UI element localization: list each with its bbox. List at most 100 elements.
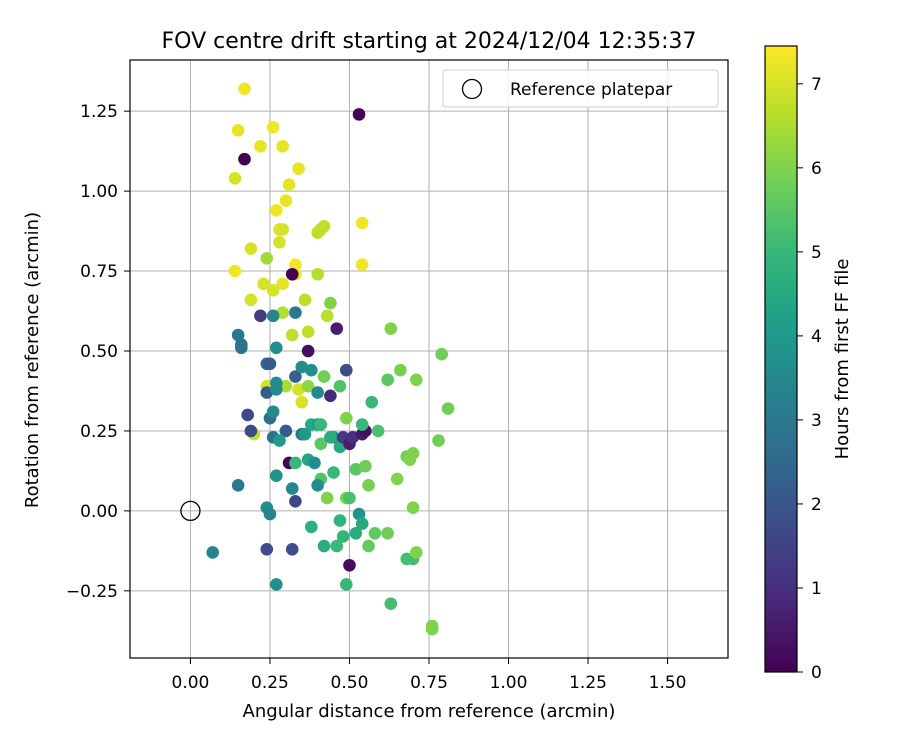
y-tick-label: 0.75 — [80, 262, 118, 282]
data-point — [343, 491, 356, 505]
data-point — [279, 424, 293, 438]
data-point — [298, 427, 312, 441]
data-point — [403, 453, 417, 467]
data-point — [289, 456, 302, 470]
data-point — [317, 219, 331, 233]
data-point — [276, 140, 289, 153]
legend-marker — [461, 78, 483, 100]
data-point — [238, 82, 251, 96]
data-point — [295, 395, 309, 409]
data-point — [425, 622, 439, 636]
data-point — [394, 363, 407, 377]
data-point — [384, 322, 398, 335]
data-point — [352, 507, 366, 521]
y-tick-label: 0.00 — [80, 502, 118, 522]
data-point — [333, 514, 347, 527]
data-point — [324, 431, 337, 444]
data-point — [305, 363, 318, 377]
data-point — [333, 440, 347, 454]
data-point — [260, 251, 274, 265]
data-point — [292, 383, 305, 396]
y-tick-label: 0.50 — [80, 342, 118, 362]
data-point — [266, 283, 280, 297]
reference-marker — [180, 500, 201, 522]
data-point — [355, 258, 369, 271]
data-point — [409, 546, 423, 559]
x-tick-label: 1.25 — [569, 673, 607, 693]
data-point — [241, 408, 254, 422]
data-point — [355, 517, 369, 530]
legend-label: Reference platepar — [510, 80, 672, 100]
data-point — [409, 373, 423, 387]
plot-area: 0.00 0.25 0.50 0.75 1.00 1.25 1.50 −0.25 0.00 0.2… — [66, 59, 729, 693]
data-point — [292, 162, 305, 176]
data-point — [263, 357, 277, 371]
data-point — [320, 491, 334, 505]
data-points — [206, 82, 455, 636]
x-tick-label: 0.25 — [251, 673, 289, 693]
data-point — [314, 437, 328, 451]
data-point — [254, 309, 267, 323]
data-point — [270, 341, 283, 355]
data-point — [343, 558, 356, 572]
colorbar-tick-label: 0 — [811, 663, 822, 683]
data-point — [390, 472, 404, 486]
colorbar-label: Hours from first FF file — [832, 259, 853, 460]
data-point — [289, 306, 302, 319]
colorbar-tick-label: 6 — [811, 159, 822, 179]
data-point — [330, 322, 344, 335]
data-point — [270, 578, 283, 591]
data-point — [381, 373, 394, 387]
colorbar-tick-label: 2 — [811, 495, 822, 515]
data-point — [257, 277, 270, 291]
data-point — [339, 578, 353, 591]
data-point — [276, 306, 289, 319]
data-point — [333, 379, 347, 393]
data-point — [228, 264, 242, 278]
data-point — [206, 546, 220, 559]
data-point — [276, 223, 289, 236]
data-point — [368, 526, 382, 540]
colorbar-tick-label: 5 — [811, 243, 822, 263]
data-point — [381, 526, 394, 540]
colorbar-gradient — [764, 45, 798, 673]
data-point — [231, 124, 245, 137]
data-point — [346, 431, 359, 444]
data-point — [441, 402, 455, 415]
data-point — [359, 459, 372, 473]
y-tick-label: 0.25 — [80, 422, 118, 442]
data-point — [266, 309, 280, 323]
data-point — [279, 194, 293, 208]
x-tick-label: 1.50 — [649, 673, 687, 693]
data-point — [231, 479, 245, 492]
data-point — [330, 539, 344, 553]
data-point — [349, 463, 363, 476]
legend: Reference platepar — [442, 69, 719, 108]
colorbar-tick-label: 7 — [811, 75, 822, 95]
data-point — [308, 456, 321, 470]
data-point — [365, 395, 379, 409]
data-point — [285, 542, 299, 556]
data-point — [339, 411, 353, 425]
data-point — [355, 418, 369, 431]
data-point — [244, 242, 258, 255]
data-point — [301, 379, 315, 393]
data-point — [311, 479, 324, 492]
data-point — [270, 203, 283, 217]
data-point — [435, 347, 449, 361]
colorbar-tick-label: 1 — [811, 579, 822, 599]
data-point — [276, 277, 289, 291]
y-axis-label: Rotation from reference (arcmin) — [22, 212, 43, 508]
data-point — [273, 434, 286, 447]
y-tick-label: −0.25 — [66, 582, 118, 602]
data-point — [317, 370, 331, 383]
data-point — [317, 539, 331, 553]
data-point — [311, 267, 324, 281]
colorbar: 0 1 2 3 4 5 6 7 Hours from first FF file — [764, 45, 853, 683]
data-point — [362, 539, 375, 553]
data-point — [327, 466, 340, 479]
data-point — [254, 140, 267, 153]
data-point — [339, 363, 353, 377]
